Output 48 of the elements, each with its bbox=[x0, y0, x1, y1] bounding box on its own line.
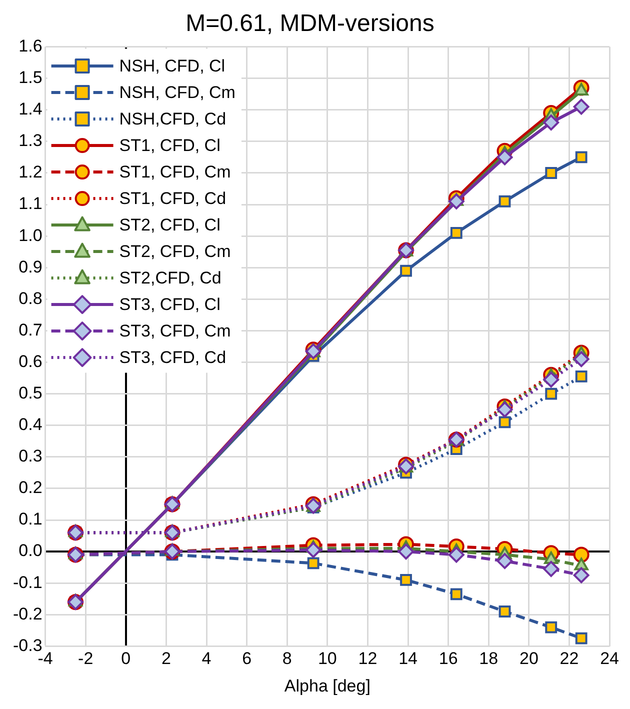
chart-title: M=0.61, MDM-versions bbox=[186, 10, 434, 38]
legend-label: ST1, CFD, Cm bbox=[119, 162, 231, 182]
y-tick-label: -0.1 bbox=[12, 572, 42, 592]
legend-label: NSH,CFD, Cd bbox=[119, 110, 226, 129]
legend-label: ST3, CFD, Cm bbox=[119, 322, 231, 341]
y-tick-label: 0.2 bbox=[18, 478, 42, 498]
legend-label: ST1, CFD, Cd bbox=[119, 189, 226, 208]
y-tick-label: 0.9 bbox=[18, 257, 42, 276]
x-axis-title: Alpha [deg] bbox=[284, 676, 370, 696]
y-tick-label: 0.0 bbox=[18, 541, 42, 560]
x-tick-label: -2 bbox=[78, 649, 94, 668]
y-tick-label: 1.2 bbox=[18, 162, 42, 182]
y-tick-label: 0.5 bbox=[18, 384, 42, 403]
x-tick-label: 0 bbox=[121, 649, 131, 668]
x-tick-label: 16 bbox=[438, 649, 458, 668]
y-tick-label: -0.3 bbox=[12, 636, 42, 655]
y-tick-label: 0.7 bbox=[18, 320, 42, 340]
legend-label: ST2, CFD, Cl bbox=[119, 216, 220, 235]
x-tick-label: 20 bbox=[519, 649, 538, 668]
legend-label: NSH, CFD, Cl bbox=[119, 56, 226, 76]
y-tick-label: 0.3 bbox=[18, 446, 42, 466]
y-tick-label: 0.1 bbox=[18, 510, 42, 529]
x-tick-label: 6 bbox=[242, 649, 252, 668]
legend-label: ST2,CFD, Cd bbox=[119, 268, 222, 288]
x-tick-label: 14 bbox=[398, 649, 418, 668]
legend-label: ST3, CFD, Cd bbox=[119, 348, 226, 368]
y-tick-label: 1.6 bbox=[18, 36, 42, 56]
x-tick-label: 2 bbox=[161, 649, 171, 668]
legend-label: ST2, CFD, Cm bbox=[119, 242, 231, 262]
y-tick-label: 0.6 bbox=[18, 352, 42, 371]
x-tick-label: 18 bbox=[479, 649, 498, 668]
y-tick-label: 1.5 bbox=[18, 68, 42, 88]
x-tick-label: 24 bbox=[600, 649, 620, 668]
y-tick-label: -0.2 bbox=[12, 604, 42, 624]
y-tick-label: 1.3 bbox=[18, 131, 42, 150]
y-tick-label: 1.1 bbox=[18, 194, 42, 214]
x-tick-label: 22 bbox=[560, 649, 579, 668]
x-tick-label: 10 bbox=[318, 649, 337, 668]
y-tick-label: 0.4 bbox=[18, 415, 42, 434]
y-tick-label: 0.8 bbox=[18, 288, 42, 308]
x-tick-label: 4 bbox=[202, 649, 212, 668]
legend-label: ST3, CFD, Cl bbox=[119, 295, 220, 314]
y-tick-label: 1.0 bbox=[18, 226, 42, 245]
legend-label: ST1, CFD, Cl bbox=[119, 136, 220, 156]
legend-label: NSH, CFD, Cm bbox=[119, 83, 236, 102]
x-tick-label: 8 bbox=[282, 649, 292, 668]
x-tick-label: 12 bbox=[358, 649, 378, 668]
y-tick-label: 1.4 bbox=[18, 100, 42, 119]
